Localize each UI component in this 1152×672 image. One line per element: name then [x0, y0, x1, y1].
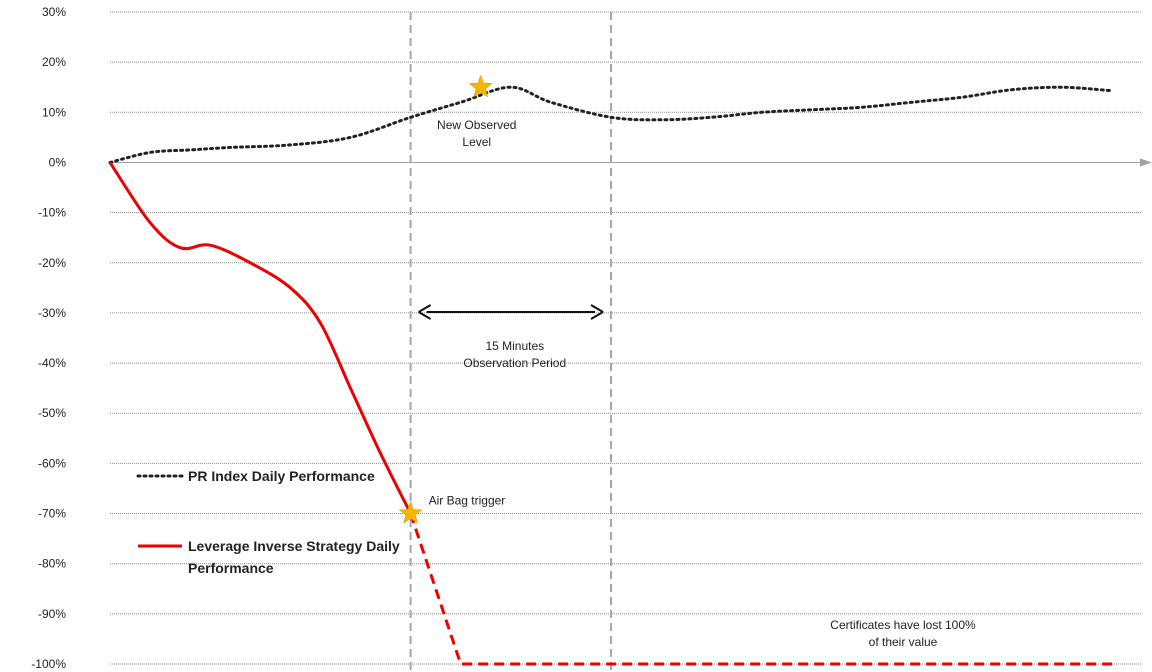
marker-labels: New Observed Level Air Bag trigger	[429, 118, 517, 507]
y-axis-tick-labels: 30% 20% 10% 0% -10% -20% -30% -40% -50% -60% -70% -…	[31, 5, 66, 671]
period-arrow-right-head	[590, 304, 604, 320]
y-tick-label: 10%	[42, 105, 66, 119]
series-lines	[108, 85, 1114, 666]
y-tick-label: -50%	[38, 406, 66, 420]
y-tick-label: -40%	[38, 356, 66, 370]
observation-period-arrow	[418, 304, 604, 320]
y-tick-label: -70%	[38, 507, 66, 521]
star-markers	[398, 74, 493, 524]
marker-label: Level	[462, 135, 491, 149]
marker-label: Air Bag trigger	[429, 494, 506, 508]
annotation-certificates-lost: of their value	[869, 635, 938, 649]
period-arrow-left-head	[418, 304, 432, 320]
annotation-observation-period: Observation Period	[463, 356, 566, 370]
y-tick-label: -10%	[38, 206, 66, 220]
y-tick-label: 30%	[42, 5, 66, 19]
y-tick-label: -80%	[38, 557, 66, 571]
series-line-0	[108, 85, 1114, 164]
y-tick-label: 20%	[42, 55, 66, 69]
y-tick-label: -60%	[38, 456, 66, 470]
legend-label: Performance	[188, 560, 274, 576]
series-line-2	[409, 513, 1112, 666]
legend-label: Leverage Inverse Strategy Daily	[188, 538, 400, 554]
annotation-observation-period: 15 Minutes	[485, 339, 544, 353]
star-marker	[398, 500, 423, 524]
marker-label: New Observed	[437, 118, 516, 132]
legend: PR Index Daily Performance Leverage Inver…	[136, 468, 400, 576]
x-axis	[110, 158, 1152, 167]
observation-vertical-lines	[409, 12, 612, 672]
y-tick-label: -100%	[31, 657, 66, 671]
legend-label: PR Index Daily Performance	[188, 468, 375, 484]
y-tick-label: 0%	[49, 155, 67, 169]
annotations: 15 Minutes Observation Period Certificates…	[463, 339, 976, 649]
y-tick-label: -30%	[38, 306, 66, 320]
series-line-1	[108, 161, 412, 515]
star-marker	[468, 74, 493, 98]
annotation-certificates-lost: Certificates have lost 100%	[830, 618, 976, 632]
y-tick-label: -20%	[38, 256, 66, 270]
x-axis-arrowhead	[1140, 158, 1152, 167]
y-tick-label: -90%	[38, 607, 66, 621]
